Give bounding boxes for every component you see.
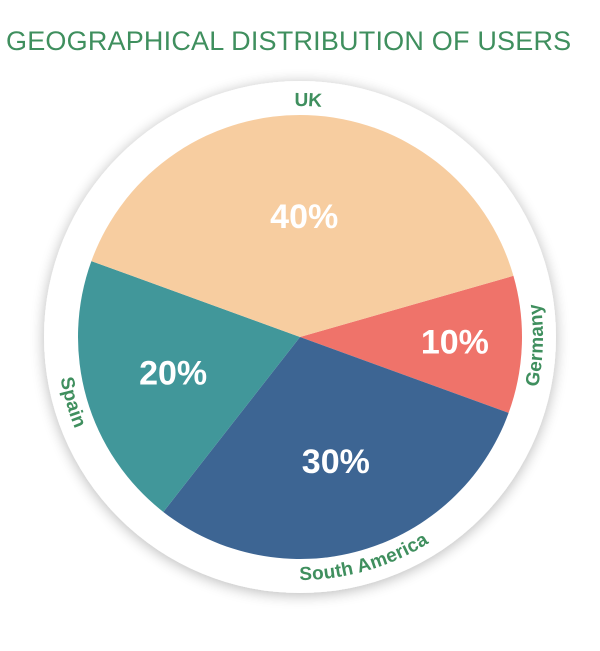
pie-slice-south-america (163, 337, 509, 559)
pie-slice-germany (300, 275, 522, 413)
category-label-uk: UK (294, 89, 322, 111)
data-label-spain: 20% (139, 354, 207, 392)
data-label-germany: 10% (421, 323, 489, 361)
pie-slice-uk (91, 115, 514, 338)
chart-title: GEOGRAPHICAL DISTRIBUTION OF USERS (6, 26, 572, 56)
data-label-south-america: 30% (302, 443, 370, 481)
data-label-uk: 40% (270, 198, 338, 236)
category-label-text-uk: UK (294, 89, 322, 111)
pie-slice-spain (77, 261, 300, 512)
